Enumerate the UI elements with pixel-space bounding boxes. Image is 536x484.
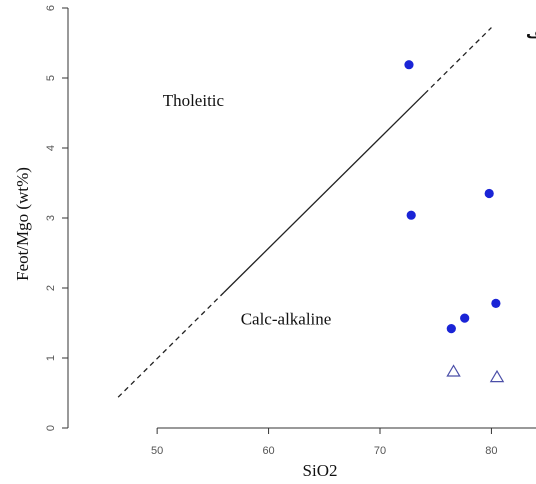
circle-point <box>491 298 501 308</box>
divider-solid <box>223 93 426 293</box>
divider-dashed-upper <box>424 27 492 95</box>
region-label-calc-alkaline: Calc-alkaline <box>241 309 332 328</box>
x-axis-title: SiO2 <box>303 461 338 480</box>
y-tick-label: 3 <box>45 215 57 221</box>
circle-point <box>446 324 456 334</box>
divider-dashed-lower <box>117 291 225 398</box>
divider-line <box>117 27 492 398</box>
circle-point <box>404 60 414 70</box>
x-tick-label: 70 <box>374 445 386 457</box>
y-tick-label: 2 <box>45 285 57 291</box>
y-axis-title: Feot/Mgo (wt%) <box>13 167 32 281</box>
corner-label: الف <box>526 24 536 42</box>
y-tick-label: 4 <box>45 145 57 151</box>
y-tick-label: 0 <box>45 425 57 431</box>
triangle-point <box>489 369 505 383</box>
circle-point <box>406 210 416 220</box>
x-tick-label: 80 <box>485 445 497 457</box>
axes: 0 1 2 3 4 5 6 50 60 70 80 <box>45 5 536 457</box>
triangle-point <box>446 364 461 377</box>
data-points <box>404 60 505 383</box>
x-tick-label: 60 <box>262 445 274 457</box>
y-tick-label: 5 <box>45 75 57 81</box>
y-tick-label: 6 <box>45 5 57 11</box>
region-label-tholeitic: Tholeitic <box>163 91 225 110</box>
y-tick-label: 1 <box>45 355 57 361</box>
x-tick-label: 50 <box>151 445 163 457</box>
circle-point <box>484 188 494 199</box>
circle-point <box>460 313 470 323</box>
